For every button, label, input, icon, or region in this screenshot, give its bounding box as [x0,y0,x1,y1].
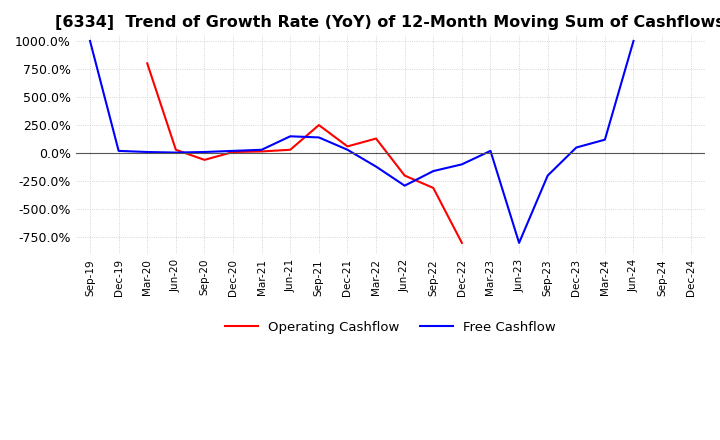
Free Cashflow [515,240,523,246]
Line: Free Cashflow: Free Cashflow [90,41,634,243]
Operating Cashflow [200,157,209,162]
Operating Cashflow [429,185,438,191]
Line: Operating Cashflow: Operating Cashflow [148,63,462,243]
Operating Cashflow [171,147,180,152]
Free Cashflow [629,38,638,44]
Operating Cashflow [229,149,238,154]
Free Cashflow [315,135,323,140]
Free Cashflow [286,134,294,139]
Free Cashflow [486,148,495,154]
Operating Cashflow [343,144,352,149]
Free Cashflow [229,148,238,154]
Operating Cashflow [400,173,409,178]
Operating Cashflow [143,61,152,66]
Free Cashflow [600,137,609,142]
Free Cashflow [429,169,438,174]
Operating Cashflow [257,149,266,154]
Free Cashflow [457,162,466,167]
Free Cashflow [143,149,152,154]
Free Cashflow [114,148,123,154]
Free Cashflow [372,164,380,169]
Free Cashflow [343,147,352,152]
Operating Cashflow [457,240,466,246]
Free Cashflow [400,183,409,188]
Free Cashflow [257,147,266,152]
Legend: Operating Cashflow, Free Cashflow: Operating Cashflow, Free Cashflow [220,316,561,339]
Free Cashflow [171,150,180,155]
Free Cashflow [572,145,580,150]
Free Cashflow [86,38,94,44]
Title: [6334]  Trend of Growth Rate (YoY) of 12-Month Moving Sum of Cashflows: [6334] Trend of Growth Rate (YoY) of 12-… [55,15,720,30]
Operating Cashflow [372,136,380,141]
Free Cashflow [544,173,552,178]
Free Cashflow [200,149,209,154]
Operating Cashflow [315,122,323,128]
Operating Cashflow [286,147,294,152]
